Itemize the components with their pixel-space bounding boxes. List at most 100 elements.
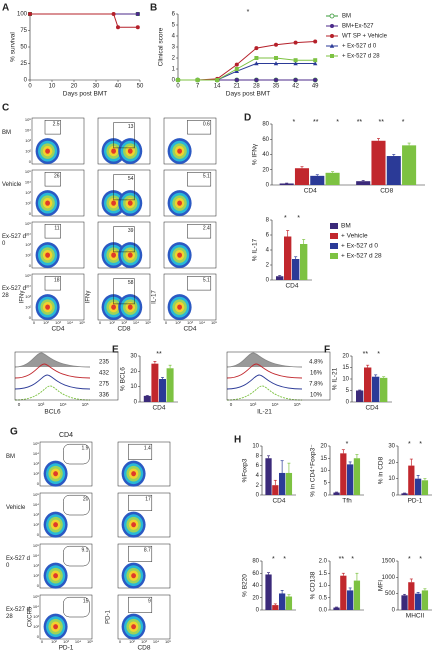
significance: *: [408, 556, 411, 563]
significance: *: [419, 556, 422, 563]
flow-density: [131, 624, 137, 630]
flow-tick-label: 10⁴: [75, 639, 81, 644]
flow-tick-label: 0: [99, 320, 102, 325]
marker: [330, 54, 334, 58]
flow-tick-label: 10⁴: [25, 128, 31, 133]
flow-tick-label: 10³: [25, 190, 31, 195]
y-tick-label: 30: [388, 444, 395, 450]
y-tick-label: 1.5: [319, 571, 328, 577]
gate-frequency: 5.1: [203, 278, 210, 284]
histogram-curve: [226, 374, 303, 390]
marker: [135, 25, 140, 30]
significance: **: [357, 119, 363, 126]
row-label: BM: [6, 454, 15, 460]
flow-density: [177, 252, 183, 258]
panel-letter: D: [244, 113, 251, 124]
y-tick-label: 40: [252, 583, 259, 589]
histogram-tick-label: 0: [230, 402, 233, 407]
y-tick-label: 20: [130, 369, 137, 375]
flow-tick-label: 0: [29, 159, 32, 164]
bar: [166, 368, 174, 402]
flow-x-label: CD8: [137, 645, 150, 652]
panel-letter: A: [2, 3, 9, 14]
bar: [340, 575, 347, 610]
flow-tick-label: 10³: [55, 320, 61, 325]
marker: [313, 78, 318, 82]
bar: [310, 175, 325, 185]
gate-frequency: 39: [128, 228, 134, 234]
bar: [408, 465, 415, 495]
row-label: Ex-527 d 28: [6, 607, 31, 620]
y-tick-label: 5: [324, 480, 328, 486]
y-tick-label: 20: [252, 595, 259, 601]
flow-tick-label: 10²: [109, 320, 115, 325]
y-tick-label: 20: [388, 460, 395, 466]
flow-tick-label: 10⁴: [133, 320, 139, 325]
histogram-frame: [226, 351, 331, 401]
gate: [113, 174, 135, 201]
y-tick-label: 3: [172, 45, 176, 51]
x-tick-label: 0: [176, 84, 180, 90]
histogram-label: 16%: [310, 371, 323, 377]
panel-letter: G: [10, 427, 18, 438]
flow-x-label: CD4: [183, 326, 196, 333]
flow-tick-label: 10⁵: [79, 320, 85, 325]
gate-frequency: 17: [145, 497, 151, 503]
legend-label: + Ex-527 d 0: [341, 243, 378, 250]
flow-density: [177, 148, 183, 154]
column-header: CD4: [59, 432, 73, 439]
marker: [329, 43, 335, 48]
flow-density: [45, 252, 50, 258]
gate: [44, 276, 61, 291]
y-tick-label: 20: [262, 167, 269, 173]
significance: *: [408, 441, 411, 448]
significance: *: [346, 441, 349, 448]
bar: [151, 363, 159, 402]
histogram-curve: [14, 352, 91, 368]
marker: [254, 78, 259, 82]
bar: [159, 379, 166, 402]
y-tick-label: 20: [342, 354, 349, 360]
series-line: [30, 13, 138, 28]
histogram-tick-label: 10⁵: [82, 402, 89, 407]
flow-tick-label: 10³: [187, 320, 193, 325]
marker: [215, 78, 220, 82]
y-tick-label: 0: [256, 493, 260, 499]
flow-tick-label: 10⁴: [25, 284, 31, 289]
y-tick-label: 0: [172, 78, 176, 84]
flow-tick-label: 10³: [33, 614, 39, 619]
y-tick-label: 1500: [382, 559, 396, 565]
bar: [415, 478, 422, 495]
flow-tick-label: 10⁴: [67, 320, 73, 325]
y-tick-label: 4: [172, 34, 176, 40]
x-tick-label: 10: [49, 84, 56, 90]
histogram-axis-label: IL-21: [257, 409, 272, 416]
histogram-label: 275: [99, 382, 110, 388]
flow-density: [127, 252, 133, 258]
marker: [195, 78, 200, 82]
significance: *: [336, 119, 339, 126]
x-tick-label: 42: [292, 84, 299, 90]
marker: [293, 61, 298, 66]
histogram-frame: [14, 351, 119, 401]
gate: [128, 596, 153, 613]
gate-frequency: 8.7: [144, 548, 151, 554]
series-line: [178, 57, 316, 81]
gate-frequency: 2.4: [203, 226, 210, 232]
x-tick-label: CD4: [152, 405, 165, 412]
gate: [187, 120, 212, 135]
flow-density: [45, 148, 50, 154]
flow-tick-label: 10²: [43, 320, 49, 325]
flow-tick-label: 10²: [25, 201, 31, 206]
bar: [401, 595, 408, 610]
gate: [44, 120, 61, 135]
flow-density: [45, 304, 50, 310]
bar: [279, 472, 286, 495]
marker: [234, 62, 239, 67]
flow-tick-label: 10³: [141, 639, 147, 644]
significance: *: [351, 556, 354, 563]
significance: *: [377, 351, 380, 358]
bar: [300, 244, 308, 280]
x-tick-label: PD-1: [408, 498, 423, 505]
